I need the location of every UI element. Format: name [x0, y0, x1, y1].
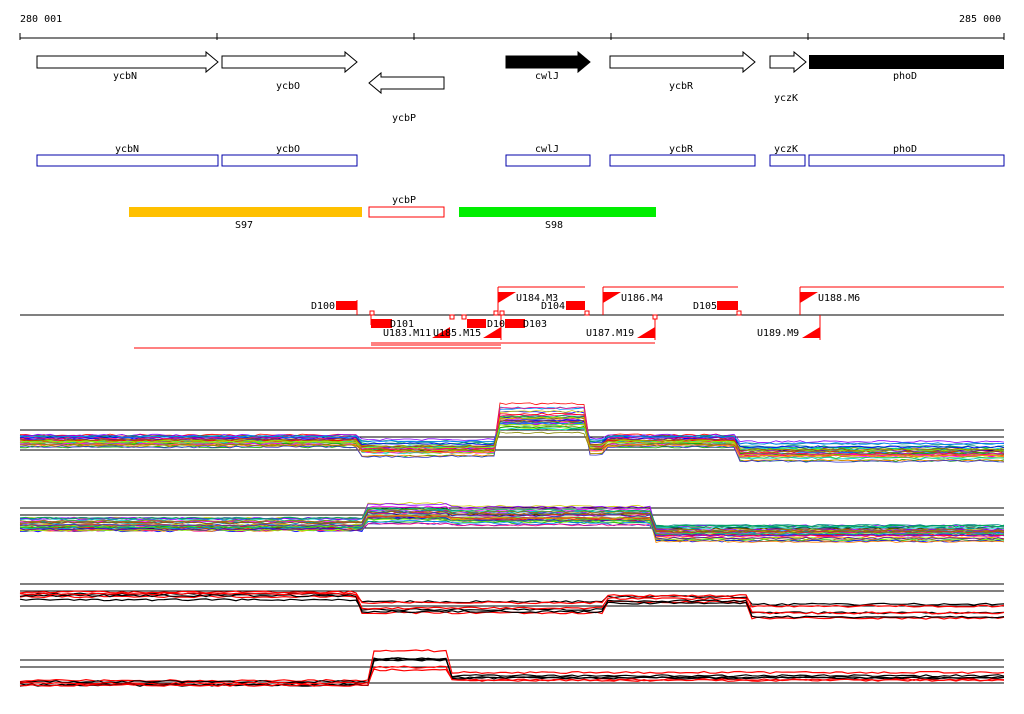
downshift-D103[interactable]: D103	[505, 319, 547, 330]
annotation-box-cwlJ[interactable]: cwlJ	[505, 144, 591, 167]
expression-trace	[19, 657, 1005, 687]
feature-label: U186.M4	[621, 293, 663, 304]
downshift-D100[interactable]: D100	[311, 301, 357, 312]
feature-label: D10	[487, 319, 505, 330]
upshift-U188.M6[interactable]: U188.M6	[800, 292, 860, 304]
gene-label: ycbN	[113, 71, 137, 82]
upshift-U185.M15[interactable]: U185.M15	[433, 327, 501, 339]
downshift-D104[interactable]: D104	[541, 301, 585, 312]
gene-yczK[interactable]: yczK	[769, 50, 807, 104]
feature-label: U184.M3	[516, 293, 558, 304]
feature-label: U187.M19	[586, 328, 634, 339]
expression-trace	[19, 515, 1005, 534]
feature-label: U189.M9	[757, 328, 799, 339]
panel-1-traces	[19, 402, 1005, 463]
feature-label: U183.M11	[383, 328, 431, 339]
expression-panel-2	[19, 501, 1005, 544]
expression-trace	[19, 592, 1005, 615]
start-coordinate: 280 001	[20, 14, 62, 25]
annotation-box-ycbN[interactable]: ycbN	[36, 144, 219, 167]
region-S97[interactable]: S97	[129, 207, 362, 231]
expression-trace	[19, 516, 1005, 537]
expression-panel-3	[19, 583, 1005, 620]
expression-trace	[19, 665, 1005, 687]
gene-ycbP[interactable]: ycbP	[368, 71, 445, 124]
end-coordinate: 285 000	[959, 14, 1001, 25]
region-box-label: ycbP	[392, 195, 416, 206]
region-label: S98	[545, 220, 563, 231]
upshift-U183.M11[interactable]: U183.M11	[383, 327, 450, 339]
gene-label: ycbO	[276, 81, 300, 92]
expression-trace	[19, 423, 1005, 452]
annotation-label: ycbN	[115, 144, 139, 155]
expression-trace	[19, 516, 1005, 540]
region-S98[interactable]: S98	[459, 207, 656, 231]
annotation-label: cwlJ	[535, 144, 559, 155]
upshift-U184.M3[interactable]: U184.M3	[498, 292, 558, 304]
upshift-U189.M9[interactable]: U189.M9	[757, 327, 820, 339]
region-label: S97	[235, 220, 253, 231]
expression-trace	[19, 507, 1005, 528]
expression-trace	[19, 517, 1005, 536]
annotation-box-ycbR[interactable]: ycbR	[609, 144, 756, 167]
upshift-U187.M19[interactable]: U187.M19	[586, 327, 655, 339]
gene-phoD[interactable]: phoD	[809, 55, 1004, 82]
annotation-label: phoD	[893, 144, 917, 155]
annotation-label: ycbO	[276, 144, 300, 155]
panel-3-traces	[19, 590, 1005, 620]
feature-label: D104	[541, 301, 565, 312]
region-track: S97 ycbP S98	[129, 195, 656, 231]
annotation-track: ycbN ycbO cwlJ ycbR yczK phoD	[36, 144, 1005, 167]
feature-label: D103	[523, 319, 547, 330]
annotation-box-ycbO[interactable]: ycbO	[221, 144, 358, 167]
expression-trace	[19, 419, 1005, 451]
expression-trace	[19, 431, 1005, 454]
panel-4-traces	[19, 649, 1005, 687]
expression-trace	[19, 508, 1005, 530]
expression-trace	[19, 406, 1005, 456]
feature-label: D100	[311, 301, 335, 312]
feature-label: D105	[693, 301, 717, 312]
upshift-U186.M4[interactable]: U186.M4	[603, 292, 663, 304]
expression-trace	[19, 422, 1005, 445]
gene-ycbR[interactable]: ycbR	[609, 50, 756, 92]
downshift-D105[interactable]: D105	[693, 301, 738, 312]
gene-label: ycbR	[669, 81, 694, 92]
annotation-label: yczK	[774, 144, 798, 155]
expression-panel-1	[19, 402, 1005, 463]
downshift-D10[interactable]: D10	[467, 319, 505, 330]
expression-trace	[19, 427, 1005, 451]
feature-label: U188.M6	[818, 293, 860, 304]
feature-label: U185.M15	[433, 328, 481, 339]
gene-label: phoD	[893, 71, 917, 82]
gene-label: yczK	[774, 93, 798, 104]
gene-ycbN[interactable]: ycbN	[36, 50, 219, 82]
annotation-box-phoD[interactable]: phoD	[808, 144, 1005, 167]
gene-ycbO[interactable]: ycbO	[221, 50, 358, 92]
gene-label: cwlJ	[535, 71, 559, 82]
annotation-label: ycbR	[669, 144, 694, 155]
expression-trace	[19, 507, 1005, 532]
downshift-D101[interactable]: D101	[371, 319, 414, 330]
panel-2-traces	[19, 501, 1005, 544]
expression-trace	[19, 511, 1005, 537]
region-ycbP-box[interactable]: ycbP	[368, 195, 445, 218]
gene-label: ycbP	[392, 113, 416, 124]
expression-trace	[19, 416, 1005, 457]
gene-cwlJ[interactable]: cwlJ	[505, 50, 591, 82]
gene-track: ycbN ycbO ycbP cwlJ ycbR yczK phoD	[36, 50, 1004, 124]
feature-label: D101	[390, 319, 414, 330]
coordinate-ruler: 280 001 285 000	[19, 14, 1005, 40]
expression-trace	[19, 590, 1005, 608]
expression-trace	[19, 593, 1005, 619]
expression-trace	[19, 417, 1005, 462]
annotation-box-yczK[interactable]: yczK	[769, 144, 806, 167]
expression-panel-4	[19, 649, 1005, 687]
feature-track: D100 D101 D10 D103 D104 D105 U184.M3	[20, 286, 1004, 349]
expression-trace	[19, 658, 1005, 684]
